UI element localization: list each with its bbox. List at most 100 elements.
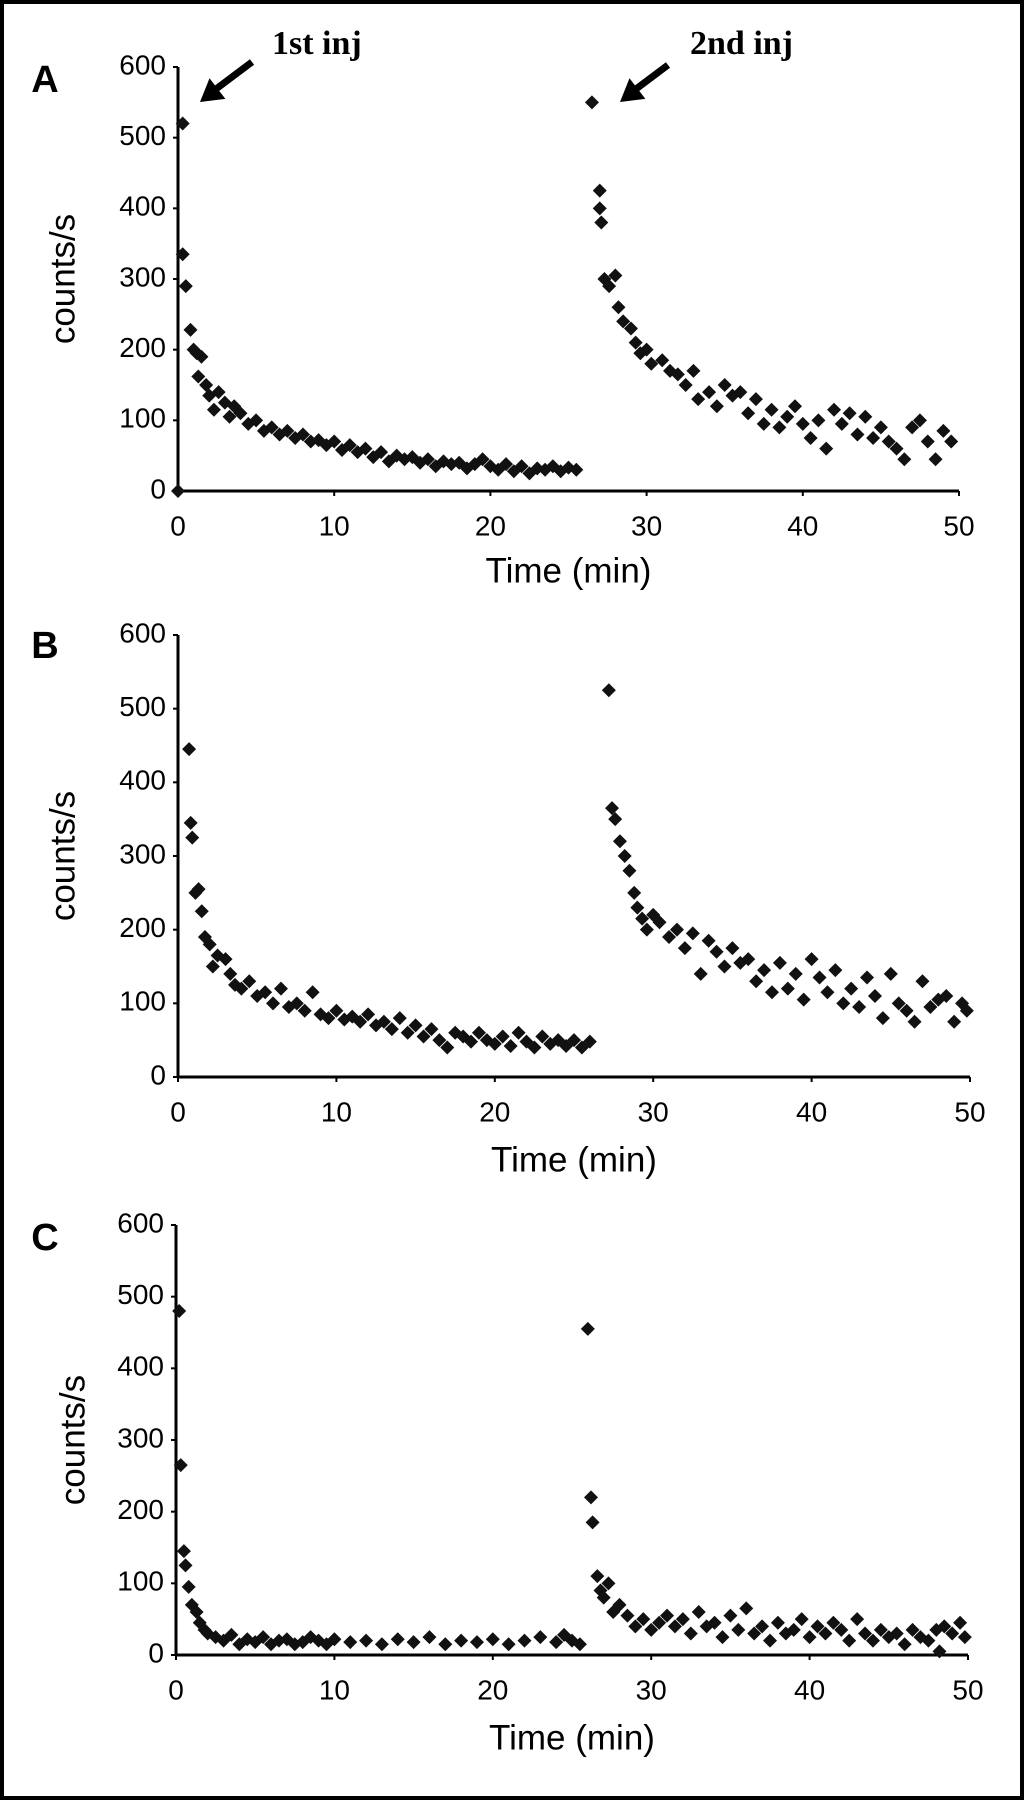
data-point <box>182 742 197 757</box>
data-point <box>662 930 677 945</box>
y-tick-label: 500 <box>117 1279 164 1310</box>
data-point <box>639 922 654 937</box>
y-tick-label: 300 <box>119 838 166 869</box>
data-point <box>211 385 226 400</box>
y-tick-label: 600 <box>117 1207 164 1238</box>
data-point <box>959 1003 974 1018</box>
data-point <box>601 683 616 698</box>
data-point <box>836 996 851 1011</box>
annotation: 1st inj <box>272 25 362 62</box>
data-point <box>248 1635 263 1650</box>
data-point <box>392 1011 407 1026</box>
data-point <box>834 1622 849 1637</box>
data-point <box>944 434 959 449</box>
x-tick-label: 40 <box>796 1096 827 1127</box>
arrow-head <box>200 78 226 102</box>
data-point <box>630 900 645 915</box>
data-point <box>175 116 190 131</box>
y-tick-label: 0 <box>150 473 166 504</box>
data-point <box>850 427 865 442</box>
data-point <box>709 944 724 959</box>
data-point <box>582 1034 597 1049</box>
x-tick-label: 0 <box>170 510 186 541</box>
data-point <box>608 268 623 283</box>
data-point <box>860 970 875 985</box>
data-point <box>420 452 435 467</box>
y-tick-label: 400 <box>119 765 166 796</box>
y-tick-label: 500 <box>119 120 166 151</box>
data-point <box>384 1022 399 1037</box>
x-axis-title: Time (min) <box>491 1140 657 1179</box>
data-point <box>852 1000 867 1015</box>
data-point <box>327 1632 342 1647</box>
data-point <box>361 1007 376 1022</box>
data-point <box>567 1033 581 1048</box>
data-point <box>475 452 490 467</box>
data-point <box>533 1630 548 1645</box>
arrow-head <box>620 78 646 102</box>
data-point <box>652 1615 667 1630</box>
data-point <box>178 1558 193 1573</box>
data-point <box>305 985 320 1000</box>
data-point <box>873 1622 888 1637</box>
panel-label: C <box>31 1217 58 1259</box>
data-point <box>376 1014 391 1029</box>
data-point <box>249 413 264 428</box>
data-point <box>616 314 631 329</box>
data-point <box>899 1003 914 1018</box>
data-point <box>580 1321 595 1336</box>
data-point <box>469 1635 484 1650</box>
data-point <box>915 974 930 989</box>
data-point <box>620 1608 635 1623</box>
data-point <box>701 933 716 948</box>
data-point <box>772 420 787 435</box>
data-point <box>605 801 620 816</box>
data-point <box>709 399 724 414</box>
annotation: 2nd inj <box>690 25 793 62</box>
data-point <box>295 427 310 442</box>
data-point <box>590 1569 605 1584</box>
x-tick-label: 50 <box>954 1096 985 1127</box>
data-point <box>408 1018 423 1033</box>
data-point <box>891 996 906 1011</box>
arrow-shaft <box>629 62 671 95</box>
data-point <box>780 981 795 996</box>
data-point <box>786 1622 801 1637</box>
y-tick-label: 600 <box>119 617 166 648</box>
x-tick-label: 50 <box>952 1674 983 1705</box>
data-point <box>584 1490 599 1505</box>
data-point <box>693 966 708 981</box>
data-point <box>826 1615 841 1630</box>
data-point <box>678 378 693 392</box>
data-point <box>406 1635 421 1650</box>
data-point <box>183 322 198 337</box>
data-point <box>764 402 779 417</box>
data-point <box>818 1626 833 1641</box>
data-point <box>400 1025 415 1040</box>
data-point <box>889 441 904 456</box>
data-point <box>912 413 927 428</box>
data-point <box>627 885 642 900</box>
data-point <box>454 1633 469 1648</box>
data-point <box>691 392 706 407</box>
data-point <box>191 369 206 384</box>
data-point <box>748 392 763 407</box>
data-point <box>866 431 881 445</box>
data-point <box>517 1633 532 1648</box>
data-point <box>511 1025 526 1040</box>
data-point <box>171 484 185 498</box>
data-point <box>803 431 818 445</box>
data-point <box>945 1626 960 1641</box>
data-point <box>224 1627 239 1642</box>
x-tick-label: 30 <box>631 510 662 541</box>
x-tick-label: 40 <box>794 1674 825 1705</box>
data-point <box>683 1626 698 1641</box>
data-point <box>715 1630 730 1645</box>
data-point <box>585 1515 600 1530</box>
data-point <box>804 952 819 967</box>
data-point <box>675 1612 690 1627</box>
data-point <box>623 321 638 336</box>
data-point <box>794 1612 809 1627</box>
arrow-shaft <box>209 59 255 95</box>
